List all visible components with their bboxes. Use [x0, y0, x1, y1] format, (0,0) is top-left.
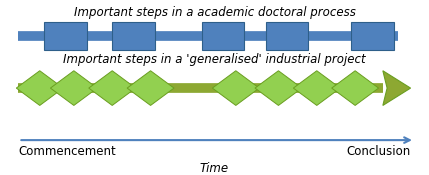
- Polygon shape: [383, 71, 411, 105]
- FancyBboxPatch shape: [266, 22, 308, 50]
- Polygon shape: [212, 71, 259, 105]
- Polygon shape: [89, 71, 136, 105]
- FancyBboxPatch shape: [351, 22, 393, 50]
- FancyBboxPatch shape: [112, 22, 155, 50]
- FancyBboxPatch shape: [202, 22, 245, 50]
- Text: Time: Time: [200, 162, 229, 175]
- Text: Commencement: Commencement: [18, 145, 116, 158]
- Polygon shape: [293, 71, 340, 105]
- Text: Conclusion: Conclusion: [346, 145, 411, 158]
- Polygon shape: [127, 71, 174, 105]
- Polygon shape: [332, 71, 379, 105]
- Text: Important steps in a academic doctoral process: Important steps in a academic doctoral p…: [73, 6, 356, 19]
- Polygon shape: [50, 71, 97, 105]
- Polygon shape: [255, 71, 302, 105]
- FancyBboxPatch shape: [44, 22, 87, 50]
- Text: Important steps in a 'generalised' industrial project: Important steps in a 'generalised' indus…: [63, 53, 366, 66]
- Polygon shape: [16, 71, 63, 105]
